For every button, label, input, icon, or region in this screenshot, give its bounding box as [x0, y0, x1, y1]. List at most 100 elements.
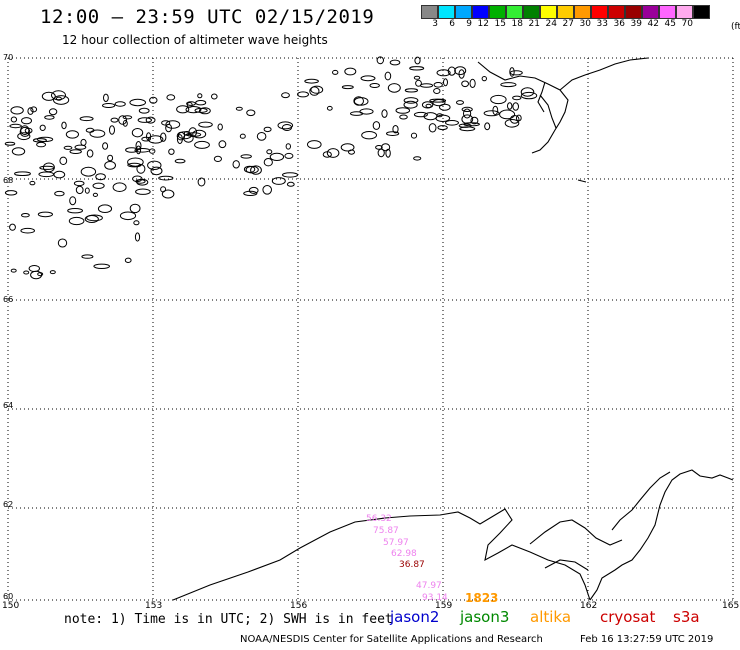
ice-floe	[29, 180, 36, 186]
ice-floe	[353, 96, 365, 106]
sat-s3a: s3a	[673, 608, 700, 626]
ice-floe	[54, 190, 65, 197]
ice-floe	[387, 83, 401, 93]
ice-floe	[73, 180, 85, 187]
ice-floe	[344, 67, 357, 76]
ice-floe	[10, 116, 18, 123]
ice-floe	[122, 115, 133, 120]
legend-swatch	[659, 5, 676, 19]
ice-floe	[461, 106, 473, 113]
ice-floe	[134, 232, 141, 242]
ice-floe	[425, 103, 432, 109]
ice-floe	[161, 189, 175, 199]
ice-floe	[44, 115, 55, 120]
ice-floe	[414, 56, 421, 65]
legend-unit: (ft)	[731, 22, 740, 32]
ice-floe	[37, 272, 44, 277]
ice-floe	[211, 93, 218, 100]
ice-floe	[30, 106, 38, 113]
ice-floe	[262, 185, 273, 195]
ice-floe	[436, 69, 451, 77]
legend-swatch	[489, 5, 506, 19]
ice-floe	[135, 145, 142, 155]
ice-floe	[107, 154, 114, 162]
ice-floe	[186, 132, 202, 137]
graticule	[7, 57, 734, 601]
ice-floe	[158, 175, 174, 181]
ice-floe	[80, 138, 87, 146]
ice-floe	[235, 106, 243, 111]
ice-floe	[340, 143, 355, 152]
ice-floe	[75, 185, 84, 195]
legend-swatch	[421, 5, 438, 19]
ice-floe	[186, 101, 196, 106]
ice-floe	[134, 148, 151, 153]
legend-tick: 21	[528, 19, 540, 29]
ice-floe	[92, 192, 99, 197]
ice-floe	[127, 162, 142, 168]
ice-floe	[443, 78, 448, 87]
ice-floe	[103, 93, 109, 103]
ice-floe	[243, 190, 258, 196]
ice-floe	[256, 132, 267, 141]
sat-jason3: jason3	[460, 608, 510, 626]
legend-tick: 12	[477, 19, 489, 29]
ice-floe	[197, 93, 203, 99]
ice-floe	[9, 223, 16, 231]
ice-floe	[456, 100, 464, 105]
ice-floe	[114, 101, 126, 107]
ice-floe	[168, 148, 175, 155]
note-text: note: 1) Time is in UTC; 2) SWH is in fe…	[64, 612, 393, 627]
ice-floe	[199, 107, 211, 115]
legend-tick: 27	[562, 19, 574, 29]
ice-floe	[240, 154, 252, 159]
ice-floe	[19, 126, 31, 137]
ice-floe	[248, 186, 259, 194]
ice-floe	[147, 160, 162, 171]
ice-floe	[269, 152, 285, 161]
ice-floe	[97, 204, 113, 213]
ice-floe	[286, 181, 295, 187]
legend-swatch	[506, 5, 523, 19]
ice-floe	[437, 125, 448, 131]
ice-floe	[263, 158, 273, 167]
ice-floe	[110, 117, 119, 123]
ice-floe	[246, 109, 256, 117]
ice-floe	[435, 114, 451, 123]
ice-floe	[385, 148, 391, 158]
ice-floe	[49, 270, 56, 275]
lon-label-153: 153	[145, 601, 163, 611]
ice-floe	[481, 76, 487, 82]
ice-floe	[512, 95, 522, 101]
legend-swatch	[693, 5, 710, 19]
ice-floe	[150, 166, 163, 176]
wave-label: 47.97	[416, 581, 442, 591]
ice-floe	[109, 125, 115, 135]
sat-cryosat: cryosat	[600, 608, 656, 626]
ice-floe	[42, 162, 55, 173]
footer-timestamp: Feb 16 13:27:59 UTC 2019	[580, 634, 714, 645]
ice-floe	[307, 140, 322, 149]
ice-floe	[125, 147, 139, 153]
ice-floe	[165, 120, 181, 129]
ice-floe	[192, 129, 207, 139]
ice-floe	[28, 265, 40, 272]
ice-floe	[461, 114, 474, 124]
ice-floe	[39, 124, 46, 132]
ice-floe	[149, 96, 158, 104]
ice-floe	[127, 157, 144, 167]
page-subtitle: 12 hour collection of altimeter wave hei…	[62, 33, 328, 47]
ice-floe	[149, 148, 156, 154]
ice-floe	[509, 67, 515, 77]
wave-label: 1823	[465, 591, 499, 605]
ice-floe	[57, 238, 68, 248]
ice-floe	[69, 196, 77, 206]
legend-swatch	[438, 5, 455, 19]
ice-floe	[131, 128, 144, 138]
lon-label-165: 165	[722, 601, 740, 611]
ice-floe	[332, 69, 339, 75]
ice-floe	[14, 171, 31, 176]
ice-floe	[194, 140, 210, 149]
lat-label-66: 66	[3, 295, 14, 304]
